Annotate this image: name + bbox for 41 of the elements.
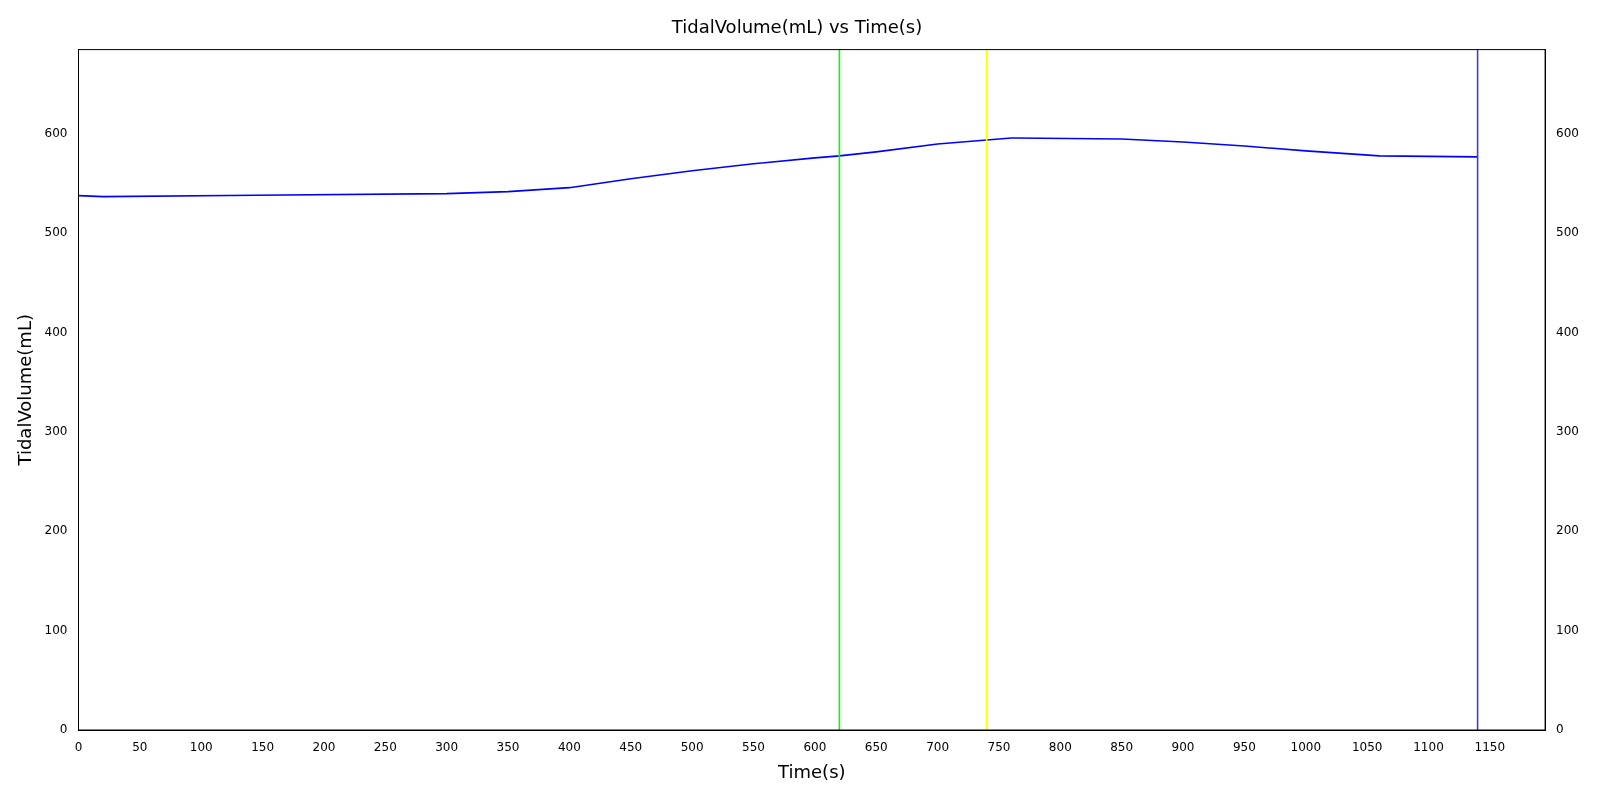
x-tick-label: 200 [312, 740, 336, 755]
x-tick-label: 100 [189, 740, 213, 755]
x-tick-label: 1150 [1474, 740, 1506, 755]
x-tick-label: 950 [1232, 740, 1256, 755]
y-tick-label: 600 [44, 126, 68, 141]
x-tick-label: 300 [435, 740, 459, 755]
x-tick-label: 50 [132, 740, 148, 755]
y-tick-label: 0 [59, 722, 68, 737]
x-tick-label: 1050 [1351, 740, 1383, 755]
y-tick-label: 400 [44, 324, 68, 339]
x-axis-title: Time(s) [777, 760, 846, 782]
y-tick-label: 100 [44, 622, 68, 637]
x-tick-label: 450 [619, 740, 643, 755]
x-tick-label: 400 [557, 740, 581, 755]
x-tick-label: 500 [680, 740, 704, 755]
y2-tick-label: 100 [1556, 622, 1579, 637]
x-tick-label: 700 [926, 740, 950, 755]
x-tick-label: 350 [496, 740, 520, 755]
x-tick-label: 850 [1110, 740, 1134, 755]
x-tick-label: 1100 [1413, 740, 1444, 755]
x-tick-label: 650 [864, 740, 888, 755]
x-tick-label: 800 [1048, 740, 1072, 755]
y2-tick-label: 200 [1556, 523, 1579, 538]
x-tick-label: 0 [74, 740, 83, 755]
y2-tick-label: 600 [1556, 126, 1579, 141]
y2-tick-label: 0 [1556, 722, 1564, 737]
x-tick-label: 250 [373, 740, 397, 755]
y-axis-title: TidalVolume(mL) [14, 314, 36, 467]
x-tick-label: 150 [251, 740, 275, 755]
chart-title: TidalVolume(mL) vs Time(s) [670, 16, 923, 38]
y-tick-label: 500 [44, 225, 68, 240]
y-tick-label: 300 [44, 424, 68, 439]
y2-tick-label: 400 [1556, 324, 1579, 339]
x-tick-label: 750 [987, 740, 1011, 755]
y-tick-label: 200 [44, 523, 68, 538]
x-tick-label: 900 [1171, 740, 1195, 755]
y2-tick-label: 500 [1556, 225, 1579, 240]
x-tick-label: 550 [742, 740, 765, 755]
y2-tick-label: 300 [1556, 424, 1579, 439]
x-tick-label: 600 [803, 740, 827, 755]
x-tick-label: 1000 [1290, 740, 1322, 755]
